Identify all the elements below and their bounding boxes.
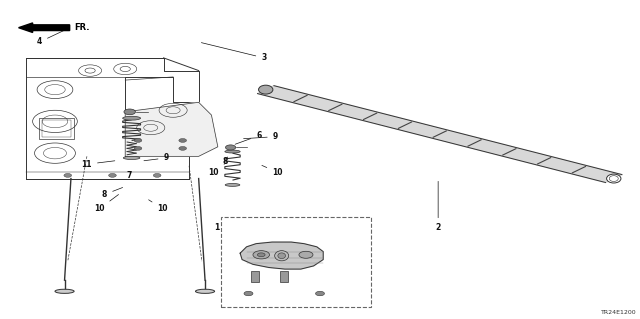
Text: 5: 5 (323, 228, 348, 237)
Bar (251, 271, 259, 282)
Text: 12: 12 (233, 296, 250, 305)
Ellipse shape (123, 116, 141, 120)
Ellipse shape (55, 289, 74, 293)
Circle shape (154, 174, 161, 177)
Text: 4: 4 (37, 31, 64, 47)
Text: 10: 10 (262, 165, 283, 177)
Ellipse shape (607, 174, 621, 183)
Circle shape (257, 253, 265, 257)
Polygon shape (26, 58, 198, 179)
Text: 10: 10 (94, 195, 118, 213)
Circle shape (134, 138, 142, 142)
Text: 9: 9 (244, 132, 278, 141)
Text: 6: 6 (235, 131, 261, 144)
Bar (280, 271, 288, 282)
Ellipse shape (278, 253, 285, 259)
Text: FR.: FR. (74, 23, 90, 32)
Bar (39, 118, 74, 139)
Text: 8: 8 (222, 157, 228, 166)
Text: 5: 5 (284, 223, 298, 233)
Text: 8: 8 (102, 188, 123, 199)
Circle shape (179, 138, 186, 142)
Polygon shape (240, 242, 323, 269)
Circle shape (244, 291, 253, 296)
Polygon shape (125, 102, 218, 156)
Circle shape (253, 251, 269, 259)
Polygon shape (257, 86, 622, 182)
FancyArrow shape (19, 23, 70, 33)
Circle shape (134, 146, 142, 150)
Bar (42, 120, 71, 137)
Text: 11: 11 (81, 160, 115, 169)
Ellipse shape (195, 289, 214, 293)
Circle shape (225, 145, 236, 150)
Ellipse shape (124, 156, 140, 160)
Text: 10: 10 (209, 163, 226, 177)
Text: 2: 2 (435, 181, 441, 232)
Circle shape (179, 146, 186, 150)
Text: 9: 9 (144, 153, 169, 162)
Text: 3: 3 (202, 43, 266, 62)
Bar (221, 217, 371, 307)
Circle shape (64, 174, 72, 177)
Circle shape (316, 291, 324, 296)
Ellipse shape (259, 85, 273, 94)
Ellipse shape (275, 251, 289, 261)
Circle shape (109, 174, 116, 177)
Text: TR24E1200: TR24E1200 (600, 310, 636, 315)
Ellipse shape (225, 150, 240, 153)
Text: 1: 1 (214, 223, 238, 242)
Circle shape (299, 251, 313, 258)
Text: 12: 12 (351, 296, 372, 305)
Text: 7: 7 (126, 171, 132, 180)
Ellipse shape (225, 183, 240, 186)
Text: 10: 10 (148, 200, 168, 213)
Circle shape (124, 109, 136, 115)
